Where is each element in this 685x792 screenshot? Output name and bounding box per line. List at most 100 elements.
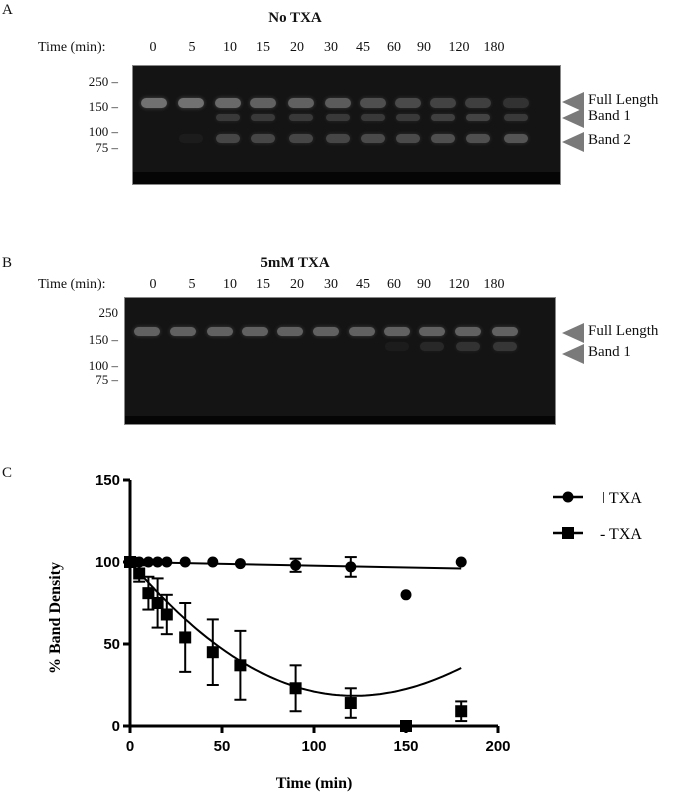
y-tick-label: 0 [112,718,120,735]
panel-a-time-label: Time (min): [38,40,106,55]
y-tick-label: 100 [95,554,120,571]
gel-band [361,134,385,143]
molecular-weight-marker: 75 – [95,140,118,155]
lane-label: 45 [356,40,370,55]
data-point-minus-txa [124,556,136,568]
gel-band [419,327,445,336]
data-point-plus-txa [142,556,154,568]
gel-band [325,98,351,108]
data-point-minus-txa [206,646,219,659]
gel-band [215,98,241,108]
gel-band [420,342,444,351]
chart-legend: ǀ TXA - TXA [553,490,642,543]
lane-label: 120 [448,40,470,55]
gel-band [289,114,313,121]
band-pointer-icon [562,344,584,364]
band-label: Full Length [588,323,659,339]
gel-band [493,342,517,351]
gel-band [216,134,240,143]
data-point-plus-txa [455,556,467,568]
lane-label: 10 [223,277,237,292]
x-axis-title: Time (min) [276,775,353,792]
gel-band [503,98,529,108]
data-point-minus-txa [455,705,468,718]
gel-image-5mm-txa [124,297,556,425]
data-point-minus-txa [234,659,247,672]
x-tick-label: 150 [393,738,418,755]
data-point-plus-txa [179,556,191,568]
square-marker-icon [562,527,574,539]
panel-b-title: 5mM TXA [260,255,330,271]
y-axis-title: % Band Density [47,562,64,674]
band-label: Band 1 [588,108,631,124]
gel-band [361,114,385,121]
data-point-minus-txa [133,567,146,580]
molecular-weight-marker: 150 – [88,332,118,347]
band-pointer-icon [562,108,584,128]
gel-band [465,98,491,108]
gel-band [207,327,233,336]
lane-label: 180 [483,40,505,55]
lane-label: 0 [149,40,157,55]
band-label: Band 2 [588,132,631,148]
gel-band [431,134,455,143]
y-tick-label: 150 [95,472,120,489]
band-density-chart: 0 50 100 150 0 50 100 150 200 Time (min) % Band De… [47,472,642,792]
gel-band [466,134,490,143]
lane-label: 90 [417,40,431,55]
gel-band [396,114,420,121]
gel-band [466,114,490,121]
band-label: Full Length [588,92,659,108]
gel-band [395,98,421,108]
x-tick-label: 200 [485,738,510,755]
lane-label: 45 [356,277,370,292]
data-point-plus-txa [207,556,219,568]
lane-label: 180 [483,277,505,292]
band-pointer-icon [562,323,584,343]
gel-band [288,98,314,108]
molecular-weight-marker: 75 – [95,372,118,387]
gel-band [178,98,204,108]
data-point-minus-txa [160,608,173,621]
legend-label-minus-txa: - TXA [600,526,642,543]
gel-band [289,134,313,143]
gel-band [492,327,518,336]
lane-label: 30 [324,40,338,55]
gel-band [455,327,481,336]
gel-image-no-txa [132,65,561,185]
data-point-plus-txa [161,556,173,568]
gel-band [141,98,167,108]
gel-band [242,327,268,336]
panel-b-time-label: Time (min): [38,277,106,292]
gel-band [396,134,420,143]
gel-band [251,134,275,143]
x-tick-label: 100 [301,738,326,755]
gel-band [170,327,196,336]
band-label: Band 1 [588,344,631,360]
gel-band [360,98,386,108]
gel-band [349,327,375,336]
band-pointer-icon [562,132,584,152]
lane-label: 0 [149,277,157,292]
gel-band [216,114,240,121]
lane-label: 15 [256,40,270,55]
gel-band [313,327,339,336]
molecular-weight-marker: 150 – [88,99,118,114]
panel-b-letter: B [2,255,13,271]
lane-label: 30 [324,277,338,292]
data-point-minus-txa [142,587,155,600]
lane-label: 60 [387,40,401,55]
lane-label: 120 [448,277,470,292]
data-point-minus-txa [400,720,412,732]
data-point-minus-txa [289,682,302,695]
y-tick-label: 50 [103,636,120,653]
x-tick-label: 50 [214,738,231,755]
band-pointer-icon [562,92,584,112]
data-point-plus-txa [152,556,164,568]
data-point-plus-txa [234,558,246,570]
lane-label: 5 [188,277,196,292]
lane-label: 20 [290,40,304,55]
gel-band [251,114,275,121]
molecular-weight-marker: 250 – [88,74,118,89]
gel-band [179,134,203,143]
